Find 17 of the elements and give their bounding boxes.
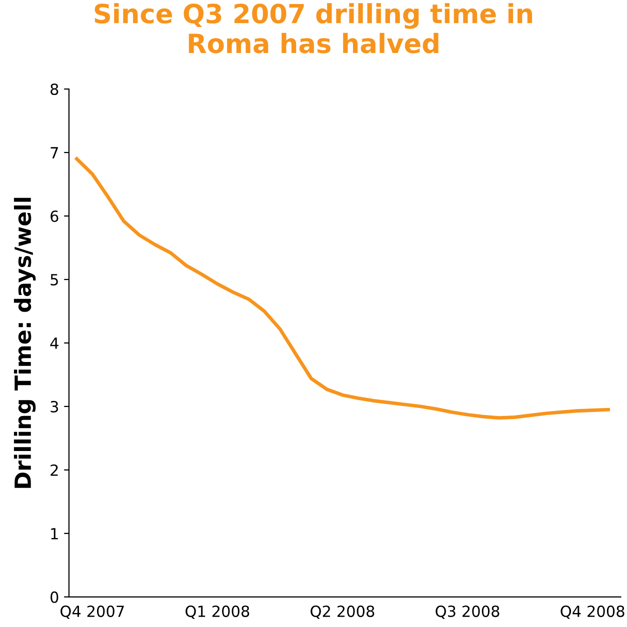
y-tick-label: 2 (50, 464, 58, 476)
y-axis-title: Drilling Time: days/well (14, 198, 36, 488)
y-tick-label: 1 (51, 528, 58, 540)
y-tick-label: 5 (50, 274, 58, 286)
x-tick-label: Q4 2008 (560, 606, 624, 619)
line-series (75, 157, 610, 420)
y-tick-label: 6 (50, 210, 58, 222)
x-tick-label: Q3 2008 (436, 606, 500, 619)
x-tick-label: Q4 2007 (60, 606, 124, 619)
y-tick-label: 4 (50, 338, 58, 349)
y-tick-label: 0 (50, 591, 58, 603)
y-tick-label: 3 (50, 400, 58, 412)
y-tick-label: 7 (50, 147, 58, 158)
y-tick-label: 8 (50, 84, 58, 96)
x-tick-label: Q1 2008 (186, 606, 250, 619)
chart-title: Since Q3 2007 drilling time in Roma has halved (94, 3, 532, 54)
x-tick-label: Q2 2008 (310, 606, 374, 619)
